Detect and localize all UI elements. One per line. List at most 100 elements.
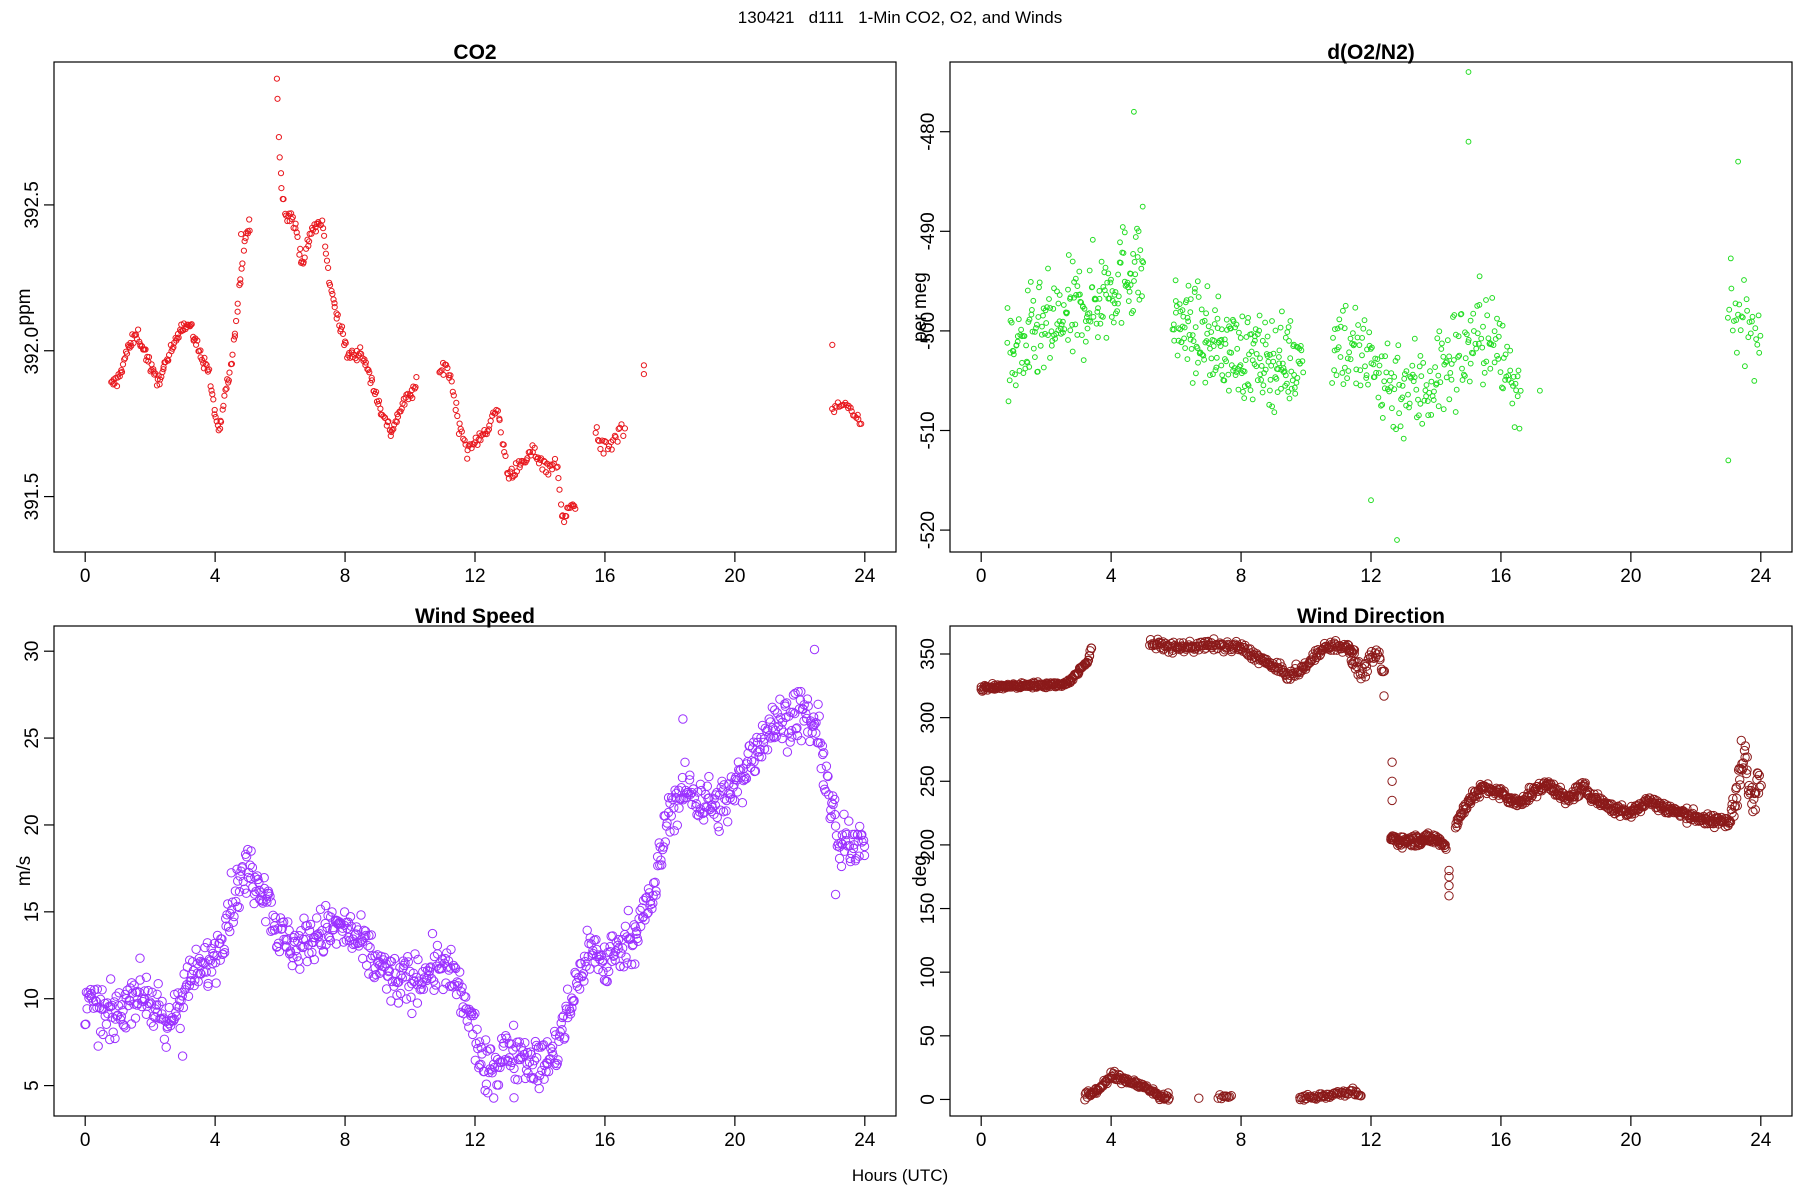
data-point [409, 394, 416, 402]
data-point [1368, 497, 1374, 504]
data-point [185, 321, 192, 328]
y-tick-label: 300 [918, 702, 939, 734]
data-point [758, 737, 769, 748]
data-point [1184, 314, 1191, 321]
data-point [426, 973, 437, 984]
data-point [1344, 355, 1351, 362]
data-point [1082, 338, 1089, 345]
data-point [1164, 1093, 1174, 1103]
data-point [830, 794, 840, 805]
data-point [1109, 1066, 1120, 1077]
data-point [1023, 358, 1030, 365]
data-point [1163, 1088, 1173, 1098]
data-point [1462, 355, 1469, 362]
data-point [1357, 367, 1364, 374]
data-point [1035, 314, 1042, 320]
data-point [811, 728, 821, 738]
data-point [669, 803, 679, 813]
data-point [1351, 341, 1357, 348]
data-point [782, 698, 792, 708]
data-point [166, 351, 173, 359]
data-point [292, 225, 299, 232]
data-point [599, 437, 606, 444]
data-point [175, 334, 182, 341]
data-point [602, 962, 612, 972]
data-point [118, 1006, 128, 1016]
data-point [206, 366, 213, 373]
data-point [1139, 203, 1146, 210]
data-point [457, 982, 467, 992]
data-point [1093, 320, 1100, 327]
data-point [1379, 691, 1389, 701]
data-point [1108, 276, 1114, 283]
data-point [1330, 335, 1336, 341]
data-point [486, 1044, 496, 1054]
data-point [1733, 317, 1740, 324]
data-points [108, 75, 865, 526]
data-point [809, 644, 820, 655]
data-point [1267, 387, 1273, 394]
data-point [620, 432, 627, 439]
data-point [1253, 351, 1260, 357]
data-point [1435, 372, 1442, 379]
data-point [1396, 381, 1403, 388]
data-point [1120, 250, 1127, 256]
data-point [1423, 382, 1430, 388]
data-point [1284, 380, 1290, 387]
data-point [1391, 386, 1398, 393]
data-point [1470, 310, 1477, 317]
data-point [526, 448, 534, 456]
data-point [1228, 362, 1235, 369]
data-point [195, 956, 206, 967]
data-point [1269, 318, 1275, 324]
data-point [1367, 346, 1374, 352]
data-point [1223, 358, 1229, 365]
data-point [450, 962, 460, 973]
data-point [359, 932, 370, 942]
data-point [119, 361, 127, 368]
data-point [387, 976, 398, 987]
data-point [1300, 369, 1307, 376]
data-point [1379, 401, 1386, 408]
y-tick-label: -520 [918, 511, 939, 549]
data-point [1199, 351, 1206, 358]
data-point [474, 1037, 485, 1047]
data-point [1192, 324, 1199, 331]
data-point [1491, 359, 1498, 366]
data-point [1350, 656, 1360, 666]
data-point [1140, 259, 1147, 266]
data-point [389, 953, 400, 964]
data-point [231, 330, 238, 337]
data-point [361, 930, 371, 941]
data-point [1060, 302, 1067, 308]
data-point [1030, 345, 1037, 352]
data-point [1270, 358, 1277, 365]
data-point [1090, 314, 1097, 320]
data-point [1108, 314, 1115, 320]
data-point [98, 1029, 108, 1040]
data-point [1342, 302, 1349, 309]
data-point [368, 377, 376, 384]
data-point [672, 820, 682, 830]
data-point [1213, 364, 1220, 371]
data-point [489, 1093, 499, 1103]
data-point [432, 949, 443, 959]
data-point [1495, 333, 1502, 340]
data-point [363, 941, 373, 951]
data-point [702, 781, 712, 791]
data-point [1418, 373, 1425, 380]
data-point [1051, 285, 1057, 292]
data-point [615, 425, 622, 432]
data-point [218, 949, 228, 959]
data-point [1181, 324, 1188, 331]
data-point [822, 771, 833, 781]
data-point [777, 717, 788, 727]
data-point [1446, 353, 1452, 360]
data-point [1347, 356, 1354, 363]
data-point [1355, 322, 1361, 328]
data-point [1050, 305, 1057, 312]
data-point [834, 853, 845, 864]
data-point [537, 1065, 547, 1076]
data-point [1465, 339, 1472, 346]
data-point [1406, 400, 1413, 407]
